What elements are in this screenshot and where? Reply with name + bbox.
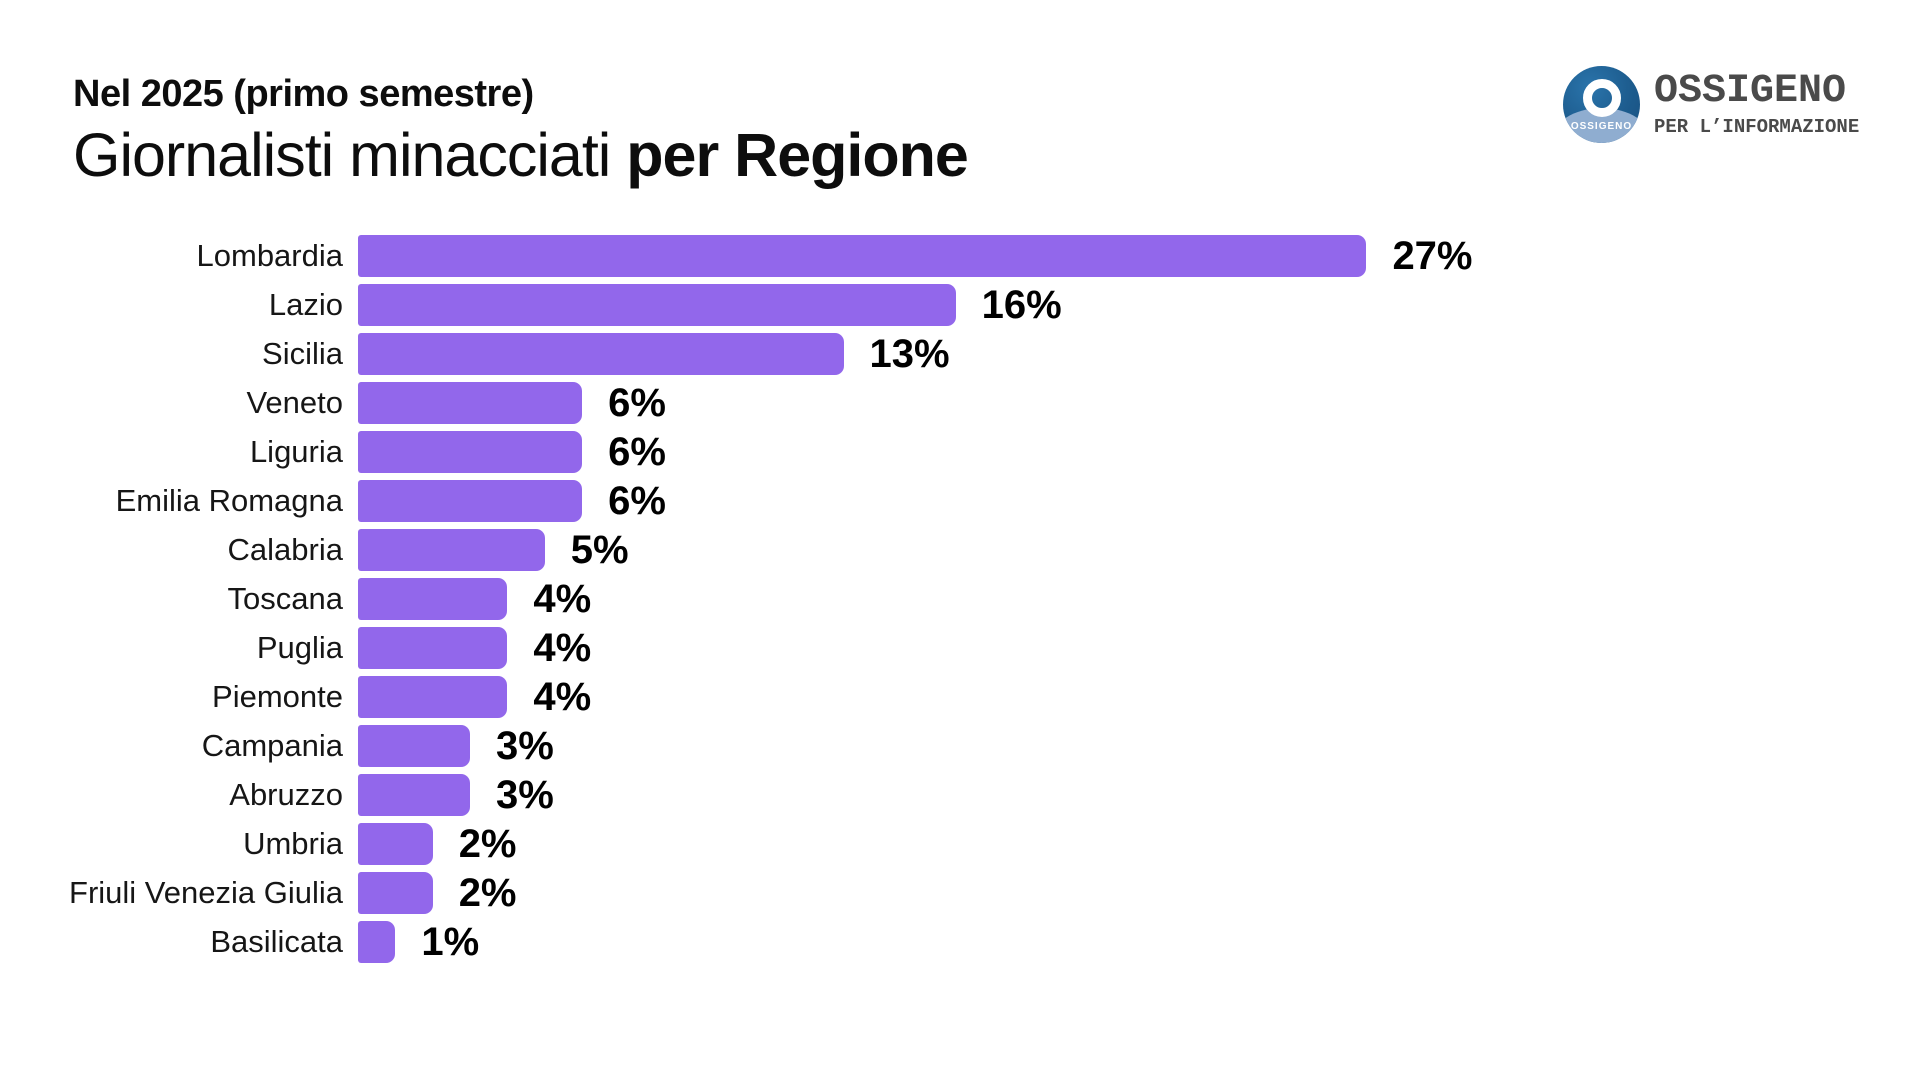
chart-row: Friuli Venezia Giulia 2% xyxy=(60,870,1473,915)
bar-value-label: 4% xyxy=(533,576,592,621)
logo-o-ring-icon xyxy=(1582,79,1621,117)
chart-row: Abruzzo 3% xyxy=(60,772,1473,817)
chart-row: Lombardia 27% xyxy=(60,233,1473,278)
bar xyxy=(358,627,508,669)
bar-value-label: 3% xyxy=(496,772,554,817)
bar xyxy=(358,676,508,718)
bar xyxy=(358,529,545,571)
bar xyxy=(358,774,471,816)
bar-value-label: 6% xyxy=(608,478,666,523)
region-label: Lazio xyxy=(268,287,343,322)
region-label: Sicilia xyxy=(262,336,343,371)
region-label: Basilicata xyxy=(210,924,343,959)
ossigeno-logo: OSSIGENO OSSIGENO PER L’INFORMAZIONE xyxy=(1563,66,1859,143)
bar-value-label: 1% xyxy=(421,919,480,964)
chart-row: Puglia 4% xyxy=(60,625,1473,670)
logo-tagline: PER L’INFORMAZIONE xyxy=(1654,116,1860,138)
region-label: Toscana xyxy=(227,581,343,616)
chart-title-bold: per Regione xyxy=(626,120,969,189)
bar xyxy=(358,725,471,767)
chart-row: Basilicata 1% xyxy=(60,919,1473,964)
bar xyxy=(358,235,1367,277)
chart-row: Liguria 6% xyxy=(60,429,1473,474)
chart-row: Lazio 16% xyxy=(60,282,1473,327)
region-label: Veneto xyxy=(246,385,343,420)
chart-subtitle: Nel 2025 (primo semestre) xyxy=(73,73,534,115)
chart-row: Toscana 4% xyxy=(60,576,1473,621)
region-label: Emilia Romagna xyxy=(115,483,343,518)
chart-title-regular: Giornalisti minacciati xyxy=(73,120,627,189)
chart-row: Umbria 2% xyxy=(60,821,1473,866)
bar-value-label: 5% xyxy=(570,527,629,572)
region-label: Calabria xyxy=(227,532,343,567)
region-label: Umbria xyxy=(243,826,343,861)
chart-row: Emilia Romagna 6% xyxy=(60,478,1473,523)
region-label: Campania xyxy=(201,728,343,763)
bar-value-label: 16% xyxy=(981,282,1062,327)
region-label: Friuli Venezia Giulia xyxy=(69,875,343,910)
bar xyxy=(358,480,583,522)
logo-circle-label: OSSIGENO xyxy=(1570,121,1633,132)
bar xyxy=(358,284,956,326)
bar xyxy=(358,872,433,914)
bar-value-label: 4% xyxy=(533,625,592,670)
region-label: Piemonte xyxy=(212,679,343,714)
bar-value-label: 2% xyxy=(458,821,517,866)
chart-row: Veneto 6% xyxy=(60,380,1473,425)
bar xyxy=(358,921,396,963)
chart-row: Calabria 5% xyxy=(60,527,1473,572)
ossigeno-logo-icon: OSSIGENO xyxy=(1563,66,1640,143)
bar xyxy=(358,578,508,620)
bar-value-label: 27% xyxy=(1392,233,1473,278)
region-label: Puglia xyxy=(256,630,343,665)
bar-value-label: 6% xyxy=(608,380,666,425)
logo-name: OSSIGENO xyxy=(1654,69,1847,114)
bar-value-label: 6% xyxy=(608,429,666,474)
header: Nel 2025 (primo semestre) Giornalisti mi… xyxy=(73,72,969,190)
chart-row: Campania 3% xyxy=(60,723,1473,768)
region-label: Abruzzo xyxy=(229,777,343,812)
chart-row: Piemonte 4% xyxy=(60,674,1473,719)
region-label: Liguria xyxy=(249,434,343,469)
bar xyxy=(358,823,433,865)
chart-row: Sicilia 13% xyxy=(60,331,1473,376)
logo-wordmark: OSSIGENO PER L’INFORMAZIONE xyxy=(1654,72,1859,137)
bar-value-label: 2% xyxy=(458,870,517,915)
bar-value-label: 3% xyxy=(496,723,554,768)
bar-chart: Lombardia 27% Lazio 16% Sicilia 13% Veneto 6% Li… xyxy=(60,233,1473,970)
chart-title: Giornalisti minacciati per Regione xyxy=(73,120,969,190)
bar xyxy=(358,382,583,424)
region-label: Lombardia xyxy=(196,238,343,273)
bar xyxy=(358,431,583,473)
bar-value-label: 4% xyxy=(533,674,592,719)
bar-value-label: 13% xyxy=(869,331,950,376)
bar xyxy=(358,333,844,375)
